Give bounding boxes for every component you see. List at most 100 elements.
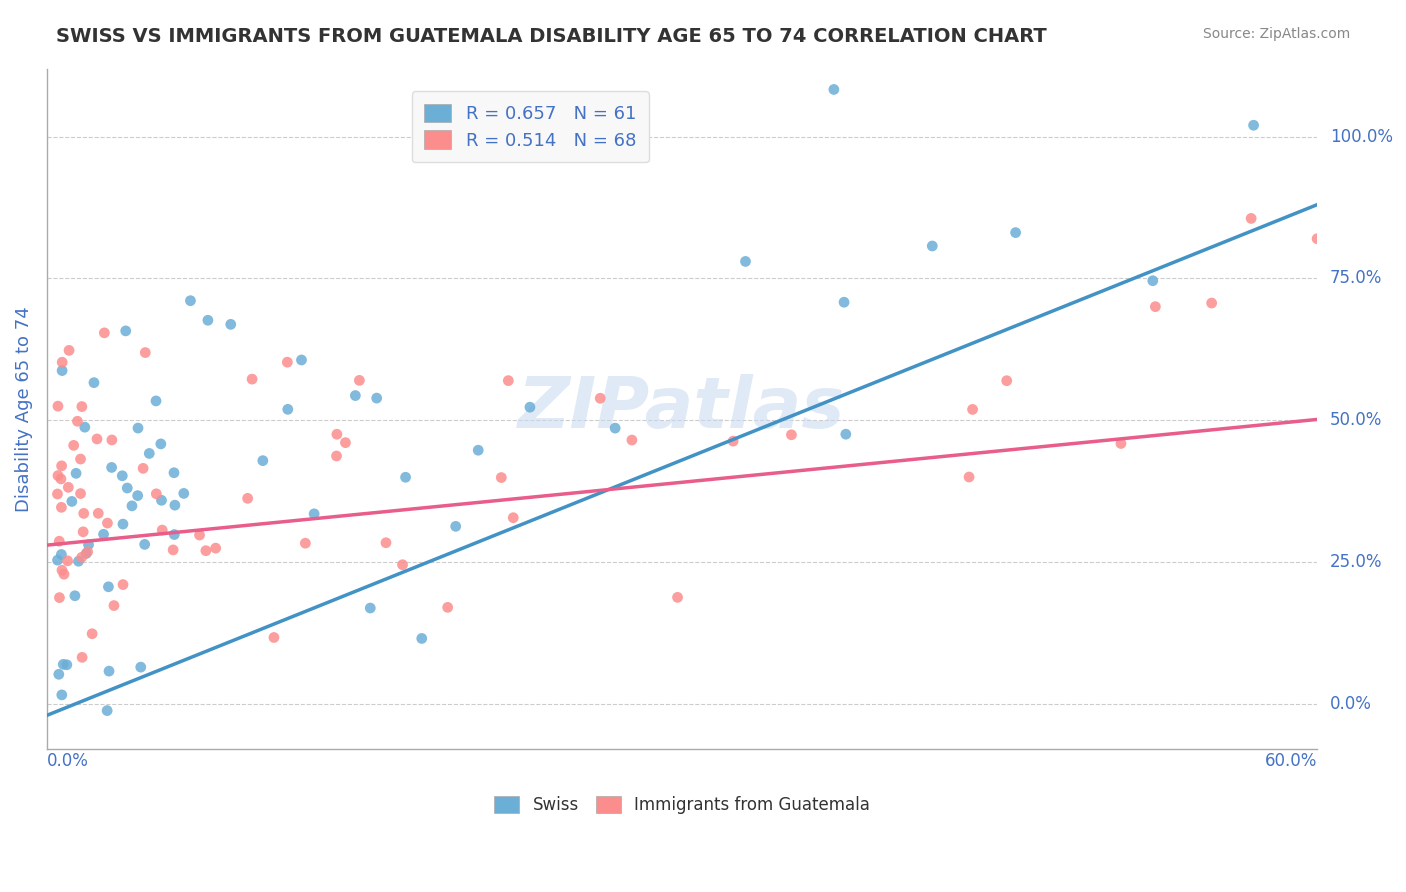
Point bbox=[73, 420, 96, 434]
Point bbox=[1109, 436, 1132, 450]
Point bbox=[620, 433, 643, 447]
Point bbox=[111, 468, 134, 483]
Point bbox=[70, 550, 93, 565]
Point bbox=[1142, 274, 1164, 288]
Point bbox=[52, 657, 75, 672]
Point bbox=[62, 438, 84, 452]
Point bbox=[359, 601, 381, 615]
Text: 75.0%: 75.0% bbox=[1330, 269, 1382, 287]
Point bbox=[73, 507, 96, 521]
Point bbox=[56, 657, 79, 672]
Point bbox=[835, 427, 858, 442]
Text: SWISS VS IMMIGRANTS FROM GUATEMALA DISABILITY AGE 65 TO 74 CORRELATION CHART: SWISS VS IMMIGRANTS FROM GUATEMALA DISAB… bbox=[56, 27, 1047, 45]
Point bbox=[344, 388, 367, 402]
Text: 100.0%: 100.0% bbox=[1330, 128, 1393, 145]
Y-axis label: Disability Age 65 to 74: Disability Age 65 to 74 bbox=[15, 306, 32, 512]
Point bbox=[82, 626, 104, 640]
Legend: Swiss, Immigrants from Guatemala: Swiss, Immigrants from Guatemala bbox=[486, 788, 879, 822]
Point bbox=[98, 664, 121, 678]
Point bbox=[519, 400, 541, 414]
Point bbox=[111, 517, 134, 532]
Text: ZIPatlаs: ZIPatlаs bbox=[519, 375, 845, 443]
Point bbox=[65, 467, 87, 481]
Point bbox=[69, 486, 91, 500]
Point bbox=[48, 667, 70, 681]
Point bbox=[391, 558, 413, 572]
Point bbox=[962, 402, 984, 417]
Point bbox=[150, 523, 173, 537]
Point bbox=[179, 293, 201, 308]
Point bbox=[145, 487, 167, 501]
Point bbox=[114, 324, 136, 338]
Point bbox=[734, 254, 756, 268]
Point bbox=[349, 373, 371, 387]
Point bbox=[502, 510, 524, 524]
Point bbox=[121, 499, 143, 513]
Point bbox=[51, 363, 73, 377]
Point bbox=[290, 353, 312, 368]
Point bbox=[162, 542, 184, 557]
Point bbox=[96, 516, 118, 530]
Point bbox=[46, 399, 69, 413]
Point bbox=[605, 421, 627, 435]
Point bbox=[127, 421, 149, 435]
Point bbox=[1004, 226, 1026, 240]
Point bbox=[63, 589, 86, 603]
Point bbox=[46, 487, 69, 501]
Point bbox=[48, 591, 70, 605]
Point bbox=[173, 486, 195, 500]
Point bbox=[111, 577, 134, 591]
Text: 60.0%: 60.0% bbox=[1265, 752, 1317, 770]
Point bbox=[149, 437, 172, 451]
Point bbox=[335, 435, 357, 450]
Point bbox=[995, 374, 1018, 388]
Point bbox=[375, 535, 398, 549]
Point bbox=[589, 391, 612, 405]
Point bbox=[145, 393, 167, 408]
Point bbox=[197, 313, 219, 327]
Point bbox=[77, 538, 100, 552]
Point bbox=[252, 453, 274, 467]
Point bbox=[76, 545, 98, 559]
Point bbox=[721, 434, 744, 449]
Point bbox=[204, 541, 226, 555]
Point bbox=[436, 600, 458, 615]
Point bbox=[134, 537, 156, 551]
Point bbox=[93, 326, 115, 340]
Point bbox=[46, 553, 69, 567]
Point bbox=[58, 343, 80, 358]
Point bbox=[366, 391, 388, 405]
Point bbox=[53, 567, 76, 582]
Point bbox=[277, 402, 299, 417]
Point bbox=[240, 372, 263, 386]
Point bbox=[444, 519, 467, 533]
Point bbox=[219, 318, 242, 332]
Point bbox=[411, 632, 433, 646]
Point bbox=[87, 506, 110, 520]
Point bbox=[70, 650, 93, 665]
Point bbox=[66, 414, 89, 428]
Point bbox=[96, 704, 118, 718]
Point bbox=[51, 500, 73, 515]
Point bbox=[83, 376, 105, 390]
Point bbox=[58, 480, 80, 494]
Text: 50.0%: 50.0% bbox=[1330, 411, 1382, 429]
Point bbox=[1144, 300, 1167, 314]
Point bbox=[100, 460, 122, 475]
Point bbox=[302, 507, 325, 521]
Point bbox=[51, 458, 73, 473]
Point bbox=[138, 446, 160, 460]
Point bbox=[51, 355, 73, 369]
Text: 0.0%: 0.0% bbox=[46, 752, 89, 770]
Point bbox=[666, 591, 689, 605]
Point bbox=[394, 470, 416, 484]
Point bbox=[134, 345, 156, 359]
Point bbox=[60, 494, 83, 508]
Point bbox=[127, 489, 149, 503]
Point bbox=[51, 548, 73, 562]
Point bbox=[117, 481, 139, 495]
Text: 25.0%: 25.0% bbox=[1330, 553, 1382, 571]
Point bbox=[294, 536, 316, 550]
Point bbox=[276, 355, 298, 369]
Point bbox=[163, 527, 186, 541]
